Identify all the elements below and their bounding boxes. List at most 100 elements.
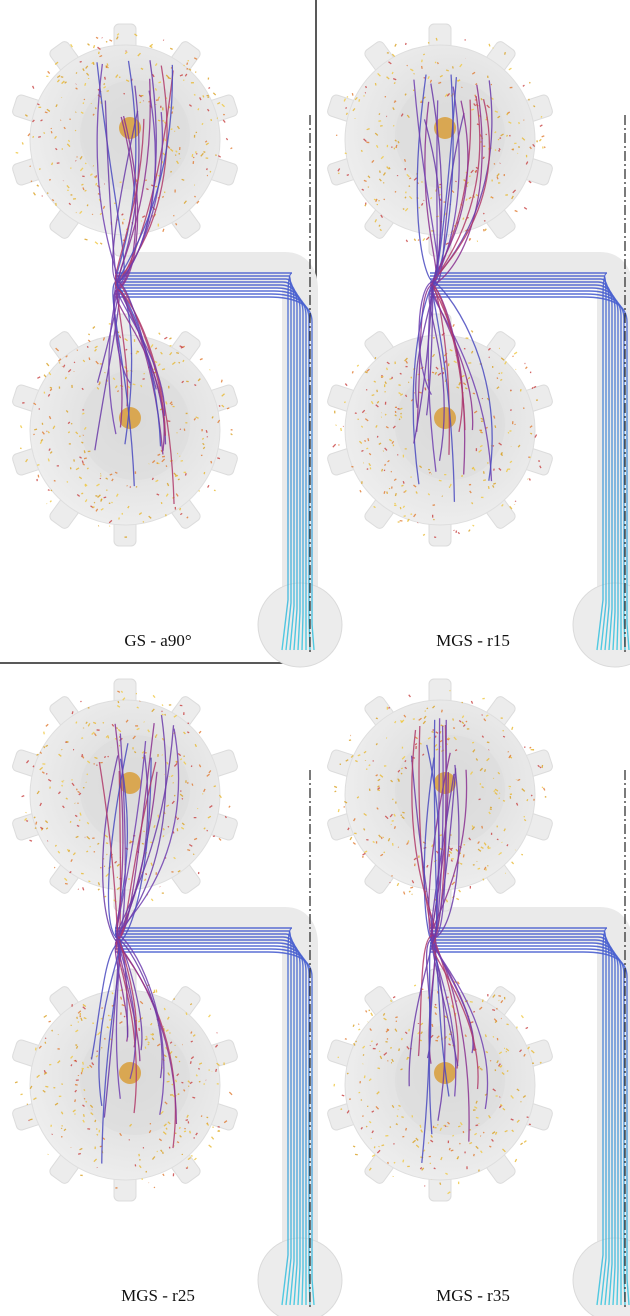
flow-dot [371, 1013, 373, 1016]
flow-dot [67, 849, 68, 851]
flow-dot [145, 879, 146, 881]
flow-dot [356, 1041, 357, 1042]
flow-dot [44, 746, 45, 748]
flow-dot [211, 119, 212, 121]
flow-dot [539, 139, 541, 141]
flow-dot [81, 184, 83, 185]
flow-dot [37, 104, 39, 105]
flow-dot [333, 444, 336, 447]
flow-dot [440, 1183, 441, 1185]
flow-dot [436, 38, 437, 41]
flow-dot [482, 1069, 483, 1070]
flow-dot [336, 425, 337, 426]
flow-dot [489, 1146, 491, 1147]
flow-dot [473, 1011, 475, 1012]
flow-dot [166, 466, 167, 467]
flow-dot [459, 890, 461, 892]
flow-dot [104, 756, 105, 757]
flow-dot [94, 45, 95, 48]
flow-dot [75, 1085, 78, 1086]
flow-dot [158, 82, 160, 83]
flow-dot [385, 414, 386, 415]
flow-dot [194, 94, 195, 95]
flow-dot [193, 157, 194, 158]
flow-dot [21, 425, 22, 428]
flow-dot [190, 1131, 191, 1134]
flow-dot [51, 131, 52, 133]
flow-dot [124, 93, 125, 94]
flow-dot [344, 402, 346, 403]
flow-dot [427, 708, 428, 709]
flow-dot [390, 1127, 391, 1128]
flow-dot [36, 1048, 37, 1051]
flow-dot [365, 440, 366, 442]
flow-dot [414, 73, 415, 74]
flow-dot [334, 786, 337, 787]
flow-dot [376, 718, 378, 719]
flow-dot [219, 405, 220, 406]
flow-dot [409, 695, 411, 697]
flow-dot [95, 242, 98, 244]
flow-dot [379, 1146, 380, 1147]
flow-dot [65, 377, 66, 379]
flow-dot [420, 1125, 421, 1128]
flow-dot [81, 442, 83, 443]
flow-dot [454, 530, 455, 531]
flow-dot [387, 368, 388, 370]
flow-dot [16, 153, 19, 154]
flow-dot [485, 229, 486, 231]
flow-dot [130, 487, 131, 488]
flow-dot [353, 843, 355, 845]
flow-dot [105, 77, 106, 80]
flow-dot [87, 468, 88, 469]
flow-dot [141, 385, 142, 387]
flow-dot [490, 809, 492, 810]
flow-dot [494, 791, 496, 792]
flow-dot [382, 469, 383, 471]
flow-dot [46, 724, 48, 726]
flow-dot [83, 435, 84, 436]
flow-dot [401, 485, 403, 486]
flow-dot [78, 1153, 81, 1154]
flow-dot [352, 371, 353, 373]
flow-dot [107, 1027, 108, 1028]
flow-dot [52, 1030, 53, 1032]
flow-dot [118, 701, 119, 703]
flow-dot [152, 478, 153, 480]
flow-dot [165, 139, 166, 141]
flow-dot [362, 1116, 363, 1117]
flow-dot [367, 469, 368, 470]
flow-dot [486, 868, 487, 870]
flow-dot [47, 363, 49, 366]
flow-dot [50, 387, 52, 388]
flow-dot [432, 372, 434, 373]
flow-dot [176, 761, 177, 762]
flow-dot [175, 1057, 177, 1058]
flow-dot [507, 135, 508, 137]
flow-dot [377, 790, 380, 791]
flow-dot [392, 377, 393, 379]
flow-dot [85, 83, 86, 86]
flow-dot [187, 732, 189, 733]
flow-dot [129, 879, 130, 880]
flow-dot [526, 1027, 528, 1028]
flow-dot [162, 196, 163, 197]
flow-dot [493, 445, 494, 446]
flow-dot [479, 799, 481, 800]
flow-dot [499, 150, 500, 152]
flow-dot [392, 72, 393, 74]
flow-dot [398, 141, 399, 143]
flow-dot [414, 239, 415, 241]
flow-dot [372, 395, 375, 396]
flow-dot [497, 177, 498, 180]
flow-dot [104, 497, 107, 498]
flow-dot [21, 1094, 23, 1095]
flow-dot [389, 167, 390, 169]
flow-dot [369, 1010, 370, 1011]
flow-dot [179, 1061, 180, 1062]
flow-dot [531, 795, 532, 796]
flow-dot [187, 850, 190, 851]
flow-dot [542, 765, 543, 768]
flow-dot [404, 516, 406, 517]
flow-dot [423, 238, 425, 240]
